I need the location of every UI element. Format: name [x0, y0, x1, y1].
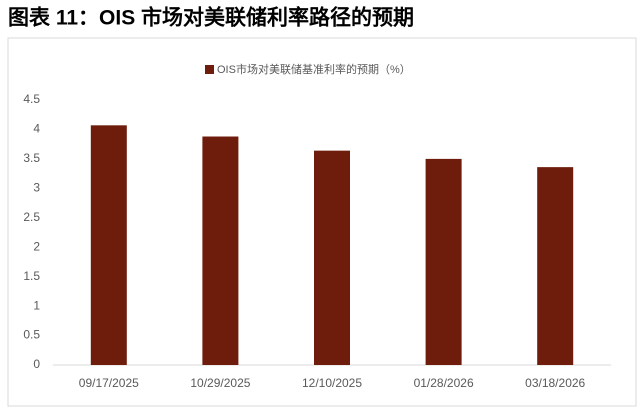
y-tick-label: 4	[33, 122, 40, 136]
y-tick-label: 0.5	[23, 328, 40, 342]
x-tick-label: 10/29/2025	[190, 376, 250, 390]
y-tick-label: 4.5	[23, 92, 40, 106]
y-tick-label: 0	[33, 357, 40, 371]
x-tick-label: 03/18/2026	[525, 376, 585, 390]
y-tick-label: 3.5	[23, 151, 40, 165]
chart-title: 图表 11：OIS 市场对美联储利率路径的预期	[8, 6, 414, 30]
bar	[202, 136, 239, 365]
x-tick-label: 09/17/2025	[79, 376, 139, 390]
bar	[425, 158, 462, 365]
y-tick-label: 1	[33, 298, 40, 312]
bar	[314, 150, 350, 365]
y-tick-label: 1.5	[23, 269, 40, 283]
x-tick-label: 01/28/2026	[414, 376, 474, 390]
y-tick-label: 2	[33, 239, 40, 253]
y-tick-label: 2.5	[23, 210, 40, 224]
chart-frame	[7, 37, 637, 407]
bar	[537, 167, 574, 365]
legend-swatch	[205, 65, 214, 74]
x-tick-label: 12/10/2025	[302, 376, 362, 390]
legend-label: OIS市场对美联储基准利率的预期（%）	[217, 62, 411, 76]
y-tick-label: 3	[33, 181, 40, 195]
bar	[90, 125, 127, 365]
